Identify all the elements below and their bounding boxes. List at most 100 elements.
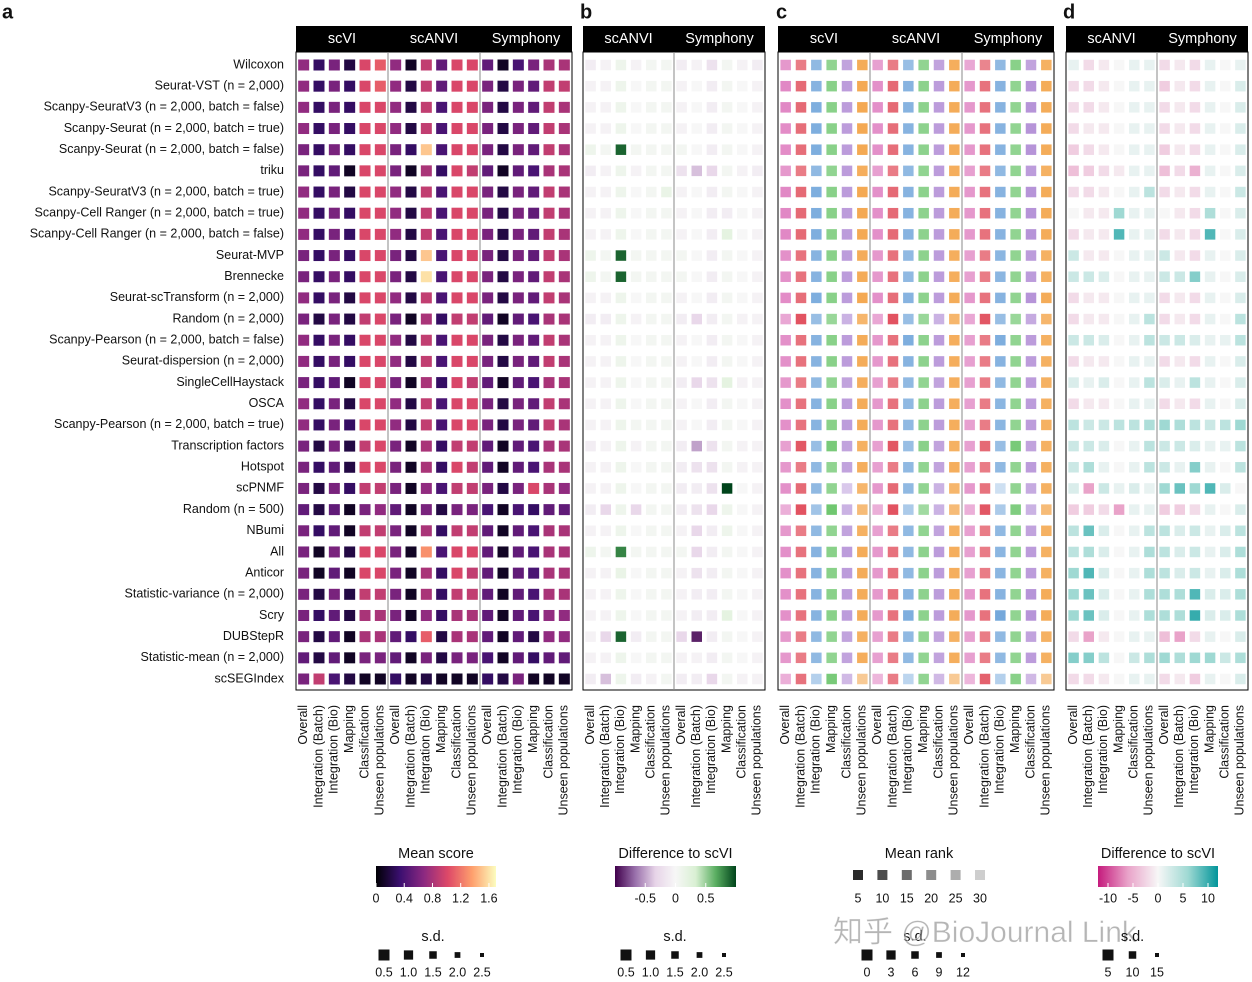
- heatmap-cell: [1068, 250, 1079, 261]
- heatmap-cell: [1083, 525, 1094, 537]
- heatmap-cell: [1159, 313, 1170, 325]
- heatmap-cell: [1068, 207, 1079, 219]
- heatmap-cell: [995, 59, 1006, 71]
- heatmap-cell: [841, 292, 853, 304]
- size-swatch: [911, 951, 919, 959]
- column-label: Integration (Batch): [311, 705, 325, 808]
- heatmap-cell: [630, 546, 642, 558]
- header-band: [1066, 26, 1248, 52]
- heatmap-cell: [737, 546, 748, 558]
- heatmap-frame: [777, 51, 1055, 691]
- heatmap-cell: [630, 292, 642, 304]
- heatmap-cell: [374, 207, 386, 219]
- heatmap-cell: [646, 80, 657, 92]
- heatmap-cell: [1220, 652, 1231, 664]
- heatmap-cell: [482, 313, 494, 325]
- heatmap-cell: [344, 609, 356, 621]
- heatmap-cell: [497, 440, 509, 452]
- heatmap-cell: [1129, 59, 1140, 71]
- heatmap-cell: [780, 462, 791, 473]
- heatmap-cell: [630, 673, 642, 685]
- heatmap-cell: [795, 567, 807, 579]
- heatmap-cell: [543, 398, 555, 410]
- heatmap-cell: [497, 504, 509, 516]
- heatmap-cell: [1189, 80, 1201, 92]
- column-label: Unseen populations: [1142, 705, 1156, 816]
- heatmap-cell: [344, 673, 356, 685]
- heatmap-cell: [706, 250, 718, 261]
- heatmap-cell: [1174, 229, 1185, 240]
- heatmap-cell: [390, 504, 402, 516]
- heatmap-cell: [405, 228, 417, 240]
- heatmap-cell: [1083, 356, 1094, 367]
- heatmap-cell: [1068, 144, 1079, 155]
- heatmap-cell: [661, 631, 672, 642]
- heatmap-cell: [1189, 356, 1201, 367]
- heatmap-cell: [1041, 165, 1052, 177]
- heatmap-cell: [903, 462, 914, 473]
- heatmap-cell: [482, 567, 494, 579]
- heatmap-cell: [857, 313, 868, 325]
- heatmap-cell: [811, 483, 822, 494]
- heatmap-cell: [780, 567, 791, 579]
- heatmap-cell: [691, 504, 702, 515]
- heatmap-cell: [451, 144, 463, 156]
- heatmap-cell: [752, 186, 763, 198]
- heatmap-cell: [528, 504, 540, 516]
- heatmap-cell: [721, 144, 733, 155]
- heatmap-cell: [497, 461, 509, 473]
- column-label: Unseen populations: [557, 705, 571, 816]
- heatmap-cell: [451, 334, 463, 346]
- heatmap-cell: [949, 525, 960, 537]
- heatmap-cell: [1189, 186, 1201, 198]
- heatmap-cell: [1204, 546, 1216, 558]
- heatmap-cell: [420, 101, 432, 113]
- heatmap-cell: [841, 356, 853, 367]
- column-label: Integration (Batch): [598, 705, 612, 808]
- heatmap-cell: [1235, 462, 1246, 473]
- heatmap-cell: [1041, 271, 1052, 282]
- heatmap-cell: [1068, 123, 1079, 134]
- heatmap-cell: [826, 589, 837, 600]
- heatmap-cell: [615, 377, 627, 388]
- heatmap-cell: [1220, 102, 1231, 113]
- heatmap-cell: [1010, 398, 1021, 410]
- column-label: Integration (Batch): [885, 705, 899, 808]
- heatmap-cell: [1235, 313, 1246, 325]
- heatmap-cell: [512, 609, 524, 621]
- legend-tick-label: 9: [936, 965, 943, 979]
- heatmap-cell: [795, 673, 807, 685]
- heatmap-cell: [359, 59, 371, 71]
- heatmap-cell: [374, 292, 386, 304]
- heatmap-cell: [512, 250, 524, 262]
- heatmap-cell: [630, 165, 642, 177]
- heatmap-cell: [661, 398, 672, 410]
- heatmap-cell: [558, 631, 570, 643]
- heatmap-cell: [328, 101, 340, 113]
- heatmap-cell: [826, 292, 837, 304]
- heatmap-cell: [313, 186, 325, 198]
- heatmap-cell: [691, 567, 702, 579]
- heatmap-cell: [482, 525, 494, 537]
- heatmap-cell: [933, 419, 945, 431]
- heatmap-cell: [558, 355, 570, 367]
- heatmap-cell: [1083, 673, 1094, 685]
- heatmap-cell: [1098, 398, 1110, 410]
- heatmap-cell: [887, 589, 899, 600]
- heatmap-cell: [328, 461, 340, 473]
- heatmap-cell: [1189, 462, 1201, 473]
- legend-tick-label: 1.0: [642, 965, 659, 979]
- heatmap-cell: [979, 59, 991, 71]
- heatmap-cell: [558, 419, 570, 431]
- group-header: scANVI: [604, 31, 652, 47]
- heatmap-cell: [390, 482, 402, 494]
- heatmap-cell: [995, 313, 1006, 325]
- heatmap-cell: [344, 631, 356, 643]
- heatmap-cell: [887, 271, 899, 282]
- heatmap-cell: [646, 271, 657, 282]
- heatmap-cell: [795, 419, 807, 431]
- heatmap-cell: [1025, 589, 1037, 600]
- heatmap-cell: [1083, 292, 1094, 304]
- heatmap-cell: [482, 186, 494, 198]
